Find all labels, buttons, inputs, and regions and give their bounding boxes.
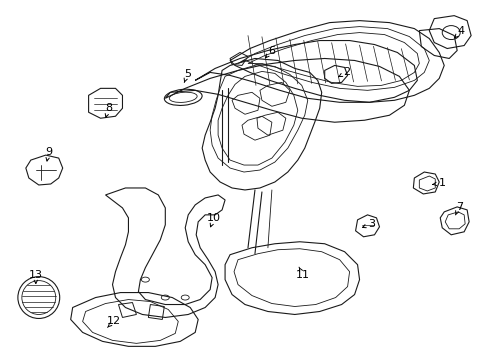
Text: 3: 3	[367, 219, 374, 229]
Text: 1: 1	[438, 178, 445, 188]
Text: 6: 6	[268, 45, 275, 55]
Text: 2: 2	[343, 67, 349, 77]
Text: 9: 9	[45, 147, 52, 157]
Text: 8: 8	[105, 103, 112, 113]
Text: 10: 10	[207, 213, 221, 223]
Text: 7: 7	[455, 202, 462, 212]
Text: 5: 5	[183, 69, 190, 80]
Text: 11: 11	[295, 270, 309, 280]
Text: 13: 13	[29, 270, 43, 280]
Text: 12: 12	[106, 316, 121, 327]
Text: 4: 4	[457, 26, 464, 36]
